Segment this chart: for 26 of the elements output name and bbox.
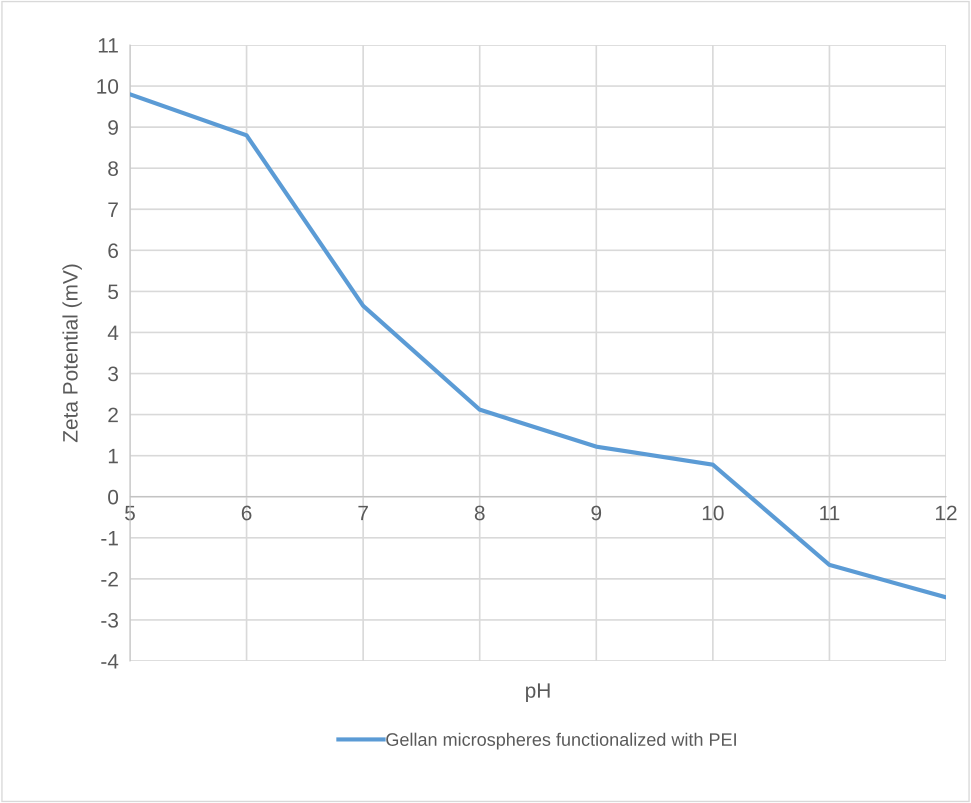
y-tick-label: 4 [108, 326, 118, 340]
y-tick-label: -1 [101, 531, 118, 546]
x-tick-label: 10 [702, 506, 724, 520]
y-tick-label: 1 [108, 448, 118, 464]
y-tick-label: 6 [108, 243, 118, 258]
x-tick-label: 6 [242, 506, 252, 520]
x-axis-title: pH [526, 683, 550, 702]
y-tick-label: 7 [108, 202, 118, 217]
x-tick-label: 8 [474, 506, 485, 520]
y-tick-label: 10 [97, 79, 118, 94]
y-tick-label: 0 [108, 490, 118, 504]
y-tick-label: -4 [101, 654, 118, 669]
y-tick-label: -2 [101, 572, 118, 586]
y-tick-label: 8 [108, 161, 118, 176]
legend-label: Gellan microspheres functionalized with PEI [386, 732, 736, 750]
x-tick-label: 11 [820, 506, 840, 520]
y-tick-label: -3 [101, 612, 118, 628]
y-tick-label: 11 [98, 38, 118, 53]
y-tick-label: 2 [108, 408, 118, 422]
y-axis-title: Zeta Potential (mV) [62, 264, 82, 442]
y-tick-label: 9 [108, 120, 118, 135]
x-tick-label: 12 [936, 506, 957, 520]
y-tick-label: 5 [108, 284, 118, 300]
y-tick-label: 3 [108, 366, 118, 382]
x-tick-label: 9 [591, 506, 602, 520]
x-tick-label: 7 [358, 506, 368, 520]
